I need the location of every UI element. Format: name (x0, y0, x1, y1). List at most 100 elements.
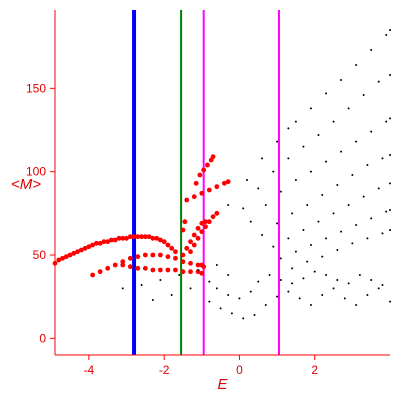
data-point-s0-10 (90, 242, 96, 248)
data-point-s6-2 (188, 239, 193, 245)
data-point-s14-8 (389, 182, 391, 185)
data-point-s17-20 (291, 282, 294, 285)
data-point-s0-12 (97, 240, 103, 246)
data-point-s0-30 (165, 242, 171, 248)
data-point-s5-6 (210, 214, 216, 220)
y-tick-label: 150 (26, 81, 46, 95)
data-point-s0-16 (112, 237, 118, 243)
data-point-s15-2 (309, 244, 312, 246)
data-point-s1-10 (165, 254, 171, 260)
data-point-s10-5 (294, 120, 297, 123)
y-tick-label: 0 (39, 331, 46, 345)
data-point-s16-0 (291, 267, 294, 270)
data-point-s2-6 (165, 267, 171, 273)
data-point-s12-5 (325, 160, 328, 163)
data-point-s0-8 (82, 245, 88, 251)
data-point-s2-2 (135, 265, 141, 271)
data-point-s5-1 (191, 242, 197, 248)
data-point-s6-6 (203, 219, 208, 225)
data-point-s11-4 (302, 145, 305, 148)
data-point-s10-8 (340, 79, 343, 81)
data-point-s17-17 (257, 280, 260, 283)
data-point-s3-1 (197, 172, 203, 178)
data-point-s16-5 (366, 237, 369, 240)
data-point-s16-1 (306, 260, 309, 263)
data-point-s5-4 (203, 224, 208, 230)
data-point-s14-1 (287, 237, 290, 240)
data-point-s13-6 (351, 174, 354, 176)
data-point-s17-2 (230, 312, 233, 315)
data-point-s5-2 (195, 235, 201, 241)
data-point-s8-4 (197, 269, 200, 271)
data-point-s11-5 (317, 134, 320, 136)
data-point-s3-2 (201, 167, 207, 173)
data-point-s1-3 (112, 262, 118, 268)
data-point-s2-1 (127, 264, 133, 270)
y-tick-label: 50 (33, 248, 47, 262)
data-point-s17-4 (253, 314, 256, 316)
data-point-s2-11 (199, 270, 205, 276)
data-point-s1-1 (97, 269, 103, 275)
data-point-s10-12 (389, 29, 391, 31)
data-point-s12-4 (309, 170, 312, 173)
x-tick-label: -2 (159, 363, 170, 377)
data-point-s9-1 (170, 294, 173, 296)
data-point-s17-1 (219, 307, 222, 310)
data-point-s0-27 (154, 235, 160, 241)
data-point-s9-3 (208, 280, 211, 283)
data-point-s17-32 (249, 290, 252, 293)
data-point-s12-7 (355, 140, 358, 143)
data-point-s11-3 (287, 157, 290, 160)
data-point-s10-2 (261, 157, 264, 160)
data-point-s11-6 (332, 120, 335, 123)
data-point-s17-24 (336, 279, 339, 281)
data-point-s4-6 (225, 179, 231, 185)
data-point-s0-6 (75, 249, 80, 255)
data-point-s11-9 (377, 80, 380, 83)
data-point-s1-2 (105, 265, 111, 271)
data-point-s17-27 (370, 279, 373, 281)
data-point-s2-3 (142, 265, 148, 271)
data-point-s11-2 (272, 170, 275, 173)
data-point-s17-3 (242, 317, 245, 320)
data-point-s13-1 (276, 222, 279, 225)
data-point-s16-6 (381, 232, 384, 235)
data-point-s17-29 (215, 287, 218, 290)
data-point-s17-31 (238, 297, 241, 300)
data-point-s0-28 (157, 237, 163, 243)
data-point-s0-22 (135, 234, 141, 240)
data-point-s1-16 (201, 264, 207, 270)
data-point-s3-0 (193, 180, 199, 186)
data-point-s6-0 (180, 252, 186, 258)
data-point-s17-16 (389, 300, 391, 303)
data-point-s1-11 (173, 255, 178, 261)
data-point-s9-4 (227, 274, 230, 276)
x-ticks: -4 -2 0 2 (84, 355, 318, 377)
data-point-s5-0 (188, 249, 193, 255)
data-point-s4-2 (199, 190, 205, 196)
y-axis-label: <M> (11, 176, 41, 193)
data-point-s0-7 (78, 247, 84, 253)
data-point-s8-3 (178, 274, 181, 276)
data-point-s0-13 (101, 239, 107, 245)
data-point-s4-1 (191, 194, 197, 200)
data-point-s17-21 (302, 277, 305, 280)
data-point-s4-5 (221, 180, 227, 186)
x-tick-label: -4 (84, 363, 95, 377)
data-point-s14-0 (272, 245, 275, 248)
x-axis-label: E (217, 376, 228, 393)
data-point-s17-26 (358, 274, 361, 276)
data-point-s17-7 (287, 290, 290, 293)
data-point-s8-0 (121, 287, 124, 290)
data-point-s17-9 (309, 304, 312, 306)
data-point-s17-10 (321, 294, 324, 296)
data-point-s16-3 (336, 249, 339, 251)
data-point-s10-6 (309, 107, 312, 110)
axes (54, 10, 390, 356)
data-point-s0-5 (71, 250, 77, 256)
data-point-s11-8 (362, 94, 365, 96)
data-point-s10-1 (245, 179, 248, 181)
data-point-s15-4 (340, 230, 343, 233)
data-point-s13-9 (389, 154, 391, 156)
